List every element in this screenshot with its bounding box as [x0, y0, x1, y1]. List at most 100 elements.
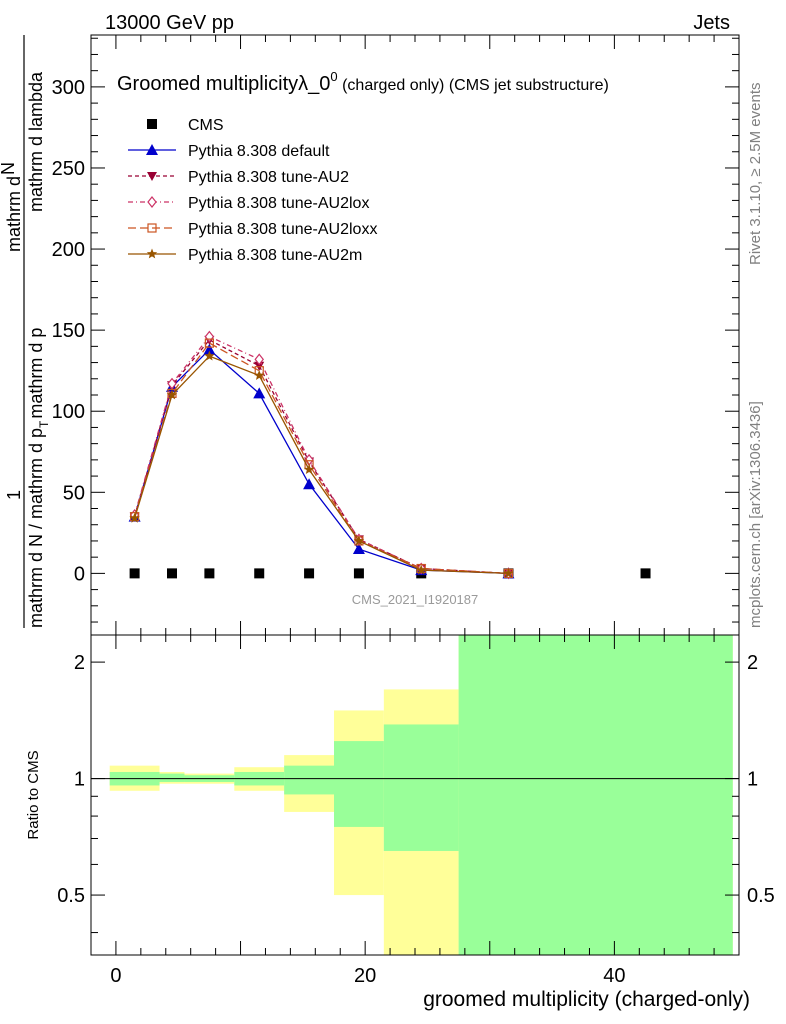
ratio-y-tick-label-right: 1	[747, 769, 758, 791]
x-tick-label: 20	[354, 965, 376, 987]
data-point	[166, 389, 178, 400]
plot-title: Groomed multiplicityλ_00 (charged only) …	[117, 69, 609, 95]
series-line	[133, 355, 509, 575]
x-tick-label: 40	[603, 965, 625, 987]
data-point	[147, 119, 157, 129]
ratio-band-green	[284, 765, 334, 795]
mcplots-credit-label: mcplots.cern.ch [arXiv:1306.3436]	[747, 401, 764, 628]
ratio-y-tick-label: 0.5	[57, 885, 85, 907]
legend-entry: Pythia 8.308 default	[128, 143, 330, 160]
category-label: Jets	[693, 12, 730, 34]
data-point	[146, 144, 158, 155]
plot-title-tail: (charged only) (CMS jet substructure)	[338, 77, 609, 94]
legend-label: CMS	[188, 117, 224, 134]
main-y-ticks: 0 50 100 150 200 250 300	[52, 37, 739, 623]
series-cms	[129, 568, 651, 579]
data-point	[304, 568, 315, 579]
data-point	[146, 248, 158, 259]
ratio-y-tick-label: 2	[74, 652, 85, 674]
data-point	[204, 350, 215, 361]
series-line	[133, 342, 509, 575]
main-y-tick-label: 0	[74, 563, 85, 585]
data-point	[203, 343, 216, 355]
data-point	[254, 568, 265, 579]
ylabel-denominator-main: mathrm d N / mathrm d p	[26, 428, 46, 628]
series-pythia-8-308-tune-au2m	[129, 350, 514, 578]
legend-entry: CMS	[147, 117, 224, 134]
ylabel-numerator: 1	[4, 490, 24, 500]
legend-entry: Pythia 8.308 tune-AU2m	[128, 247, 362, 264]
ylabel-top-b: N	[0, 162, 18, 175]
data-point	[254, 370, 265, 380]
ylabel-denominator-tail: mathrm d p	[26, 328, 46, 419]
data-point	[640, 568, 651, 579]
main-y-tick-label: 100	[52, 401, 85, 423]
legend-label: Pythia 8.308 tune-AU2m	[188, 247, 362, 264]
series-line	[133, 335, 509, 575]
legend-label: Pythia 8.308 default	[188, 143, 330, 160]
analysis-watermark: CMS_2021_I1920187	[352, 592, 479, 607]
data-point	[204, 568, 215, 579]
rivet-version-label: Rivet 3.1.10, ≥ 2.5M events	[747, 83, 764, 266]
ratio-uncertainty-bands	[109, 635, 733, 955]
data-point	[253, 387, 266, 399]
series-pythia-8-308-default	[128, 343, 515, 579]
ratio-y-tick-label-right: 2	[747, 652, 758, 674]
series-pythia-8-308-tune-au2loxx	[130, 338, 514, 578]
data-point	[204, 338, 214, 348]
main-y-tick-label: 50	[63, 482, 85, 504]
ratio-band-green	[334, 741, 384, 827]
ylabel-top-a: mathrm d	[4, 176, 24, 252]
ylabel-denominator: mathrm d N / mathrm d pTmathrm d p	[26, 328, 51, 628]
energy-label: 13000 GeV pp	[105, 12, 234, 34]
data-point	[147, 223, 157, 233]
legend-label: Pythia 8.308 tune-AU2lox	[188, 195, 369, 212]
data-point	[353, 535, 365, 546]
data-point	[147, 196, 157, 208]
data-point	[167, 568, 177, 579]
legend: CMS Pythia 8.308 default Pythia 8.308 tune…	[128, 117, 377, 264]
plot-title-sup: 0	[330, 69, 337, 84]
legend-label: Pythia 8.308 tune-AU2loxx	[188, 221, 377, 238]
legend-entry: Pythia 8.308 tune-AU2lox	[128, 195, 369, 212]
main-y-tick-label: 200	[52, 239, 85, 261]
main-plot-panel: 0 50 100 150 200 250 300	[52, 34, 740, 636]
main-series-layer	[128, 330, 651, 580]
data-point	[167, 377, 177, 390]
ratio-y-tick-label-right: 0.5	[747, 885, 775, 907]
legend-entry: Pythia 8.308 tune-AU2	[128, 169, 349, 186]
data-point	[147, 172, 157, 181]
data-point	[416, 564, 427, 575]
legend-entry: Pythia 8.308 tune-AU2loxx	[128, 221, 377, 238]
main-y-axis-label: 1 mathrm d N / mathrm d pTmathrm d p mat…	[0, 35, 51, 628]
ylabel-top-c: mathrm d lambda	[26, 71, 46, 212]
data-point	[352, 543, 365, 555]
ratio-band-green	[458, 635, 733, 955]
ratio-x-ticks: 0 20 40	[110, 635, 740, 987]
data-point	[129, 512, 140, 523]
data-point	[129, 568, 140, 579]
data-point	[353, 568, 364, 579]
x-axis-label: groomed multiplicity (charged-only)	[423, 988, 750, 1011]
series-pythia-8-308-tune-au2lox	[129, 330, 514, 580]
ylabel-denominator-sub: T	[37, 420, 51, 428]
main-x-ticks	[115, 35, 740, 635]
data-point	[303, 464, 315, 474]
ratio-y-tick-label: 1	[74, 769, 85, 791]
data-point	[303, 478, 316, 490]
ratio-band-green	[383, 724, 459, 851]
ratio-y-ticks: 0.5 0.5 1 1 2 2	[57, 652, 775, 934]
main-y-tick-label: 250	[52, 158, 85, 180]
main-y-tick-label: 300	[52, 77, 85, 99]
main-y-tick-label: 150	[52, 320, 85, 342]
series-line	[133, 348, 509, 575]
ratio-y-axis-label: Ratio to CMS	[25, 750, 42, 839]
x-tick-label: 0	[110, 965, 121, 987]
ratio-plot-panel: 0.5 0.5 1 1 2 2 0 20 40	[57, 634, 775, 987]
ratio-band-green	[159, 773, 185, 782]
data-point	[503, 567, 514, 578]
plot-title-main: Groomed multiplicityλ_0	[117, 73, 330, 95]
legend-label: Pythia 8.308 tune-AU2	[188, 169, 349, 186]
data-point	[254, 353, 264, 366]
